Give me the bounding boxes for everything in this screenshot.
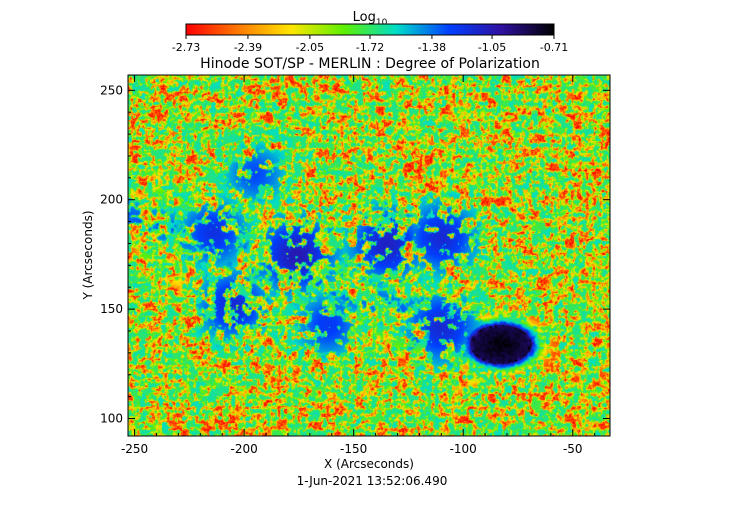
colorbar-ticks: -2.73 -2.39 -2.05 -1.72 -1.38 -1.05 -0.71 [172, 35, 568, 54]
plot-frame [127, 74, 611, 437]
y-tick-label: 150 [100, 302, 123, 316]
y-tick-label: 200 [100, 193, 123, 207]
y-tick-label: 250 [100, 83, 123, 97]
x-axis: -250 -200 -150 -100 -50 [121, 75, 596, 456]
heatmap-canvas [128, 75, 610, 436]
x-tick-label: -50 [563, 442, 583, 456]
y-tick-label: 100 [100, 411, 123, 425]
colorbar: Log10 -2.73 -2.39 -2.05 -1.72 -1.38 -1.05 -0.7… [172, 10, 568, 54]
colorbar-tick-label: -1.72 [356, 41, 384, 54]
colorbar-label-sub: 10 [376, 18, 388, 28]
colorbar-tick-label: -1.05 [478, 41, 506, 54]
timestamp: 1-Jun-2021 13:52:06.490 [297, 474, 448, 488]
heatmap-image-holder [128, 75, 610, 436]
y-axis: 100 150 200 250 [100, 83, 610, 425]
x-tick-label: -200 [231, 442, 258, 456]
x-axis-label: X (Arcseconds) [324, 457, 414, 471]
y-axis-label: Y (Arcseconds) [81, 210, 95, 300]
colorbar-tick-label: -2.73 [172, 41, 200, 54]
colorbar-strip [185, 23, 555, 36]
x-tick-label: -100 [450, 442, 477, 456]
x-tick-label: -250 [121, 442, 148, 456]
chart-title: Hinode SOT/SP - MERLIN : Degree of Polar… [200, 56, 540, 72]
x-tick-label: -150 [340, 442, 367, 456]
colorbar-label-main: Log [353, 10, 376, 25]
colorbar-label: Log10 [353, 10, 388, 28]
colorbar-tick-label: -2.39 [234, 41, 262, 54]
colorbar-tick-label: -1.38 [418, 41, 446, 54]
colorbar-tick-label: -2.05 [296, 41, 324, 54]
colorbar-tick-label: -0.71 [540, 41, 568, 54]
